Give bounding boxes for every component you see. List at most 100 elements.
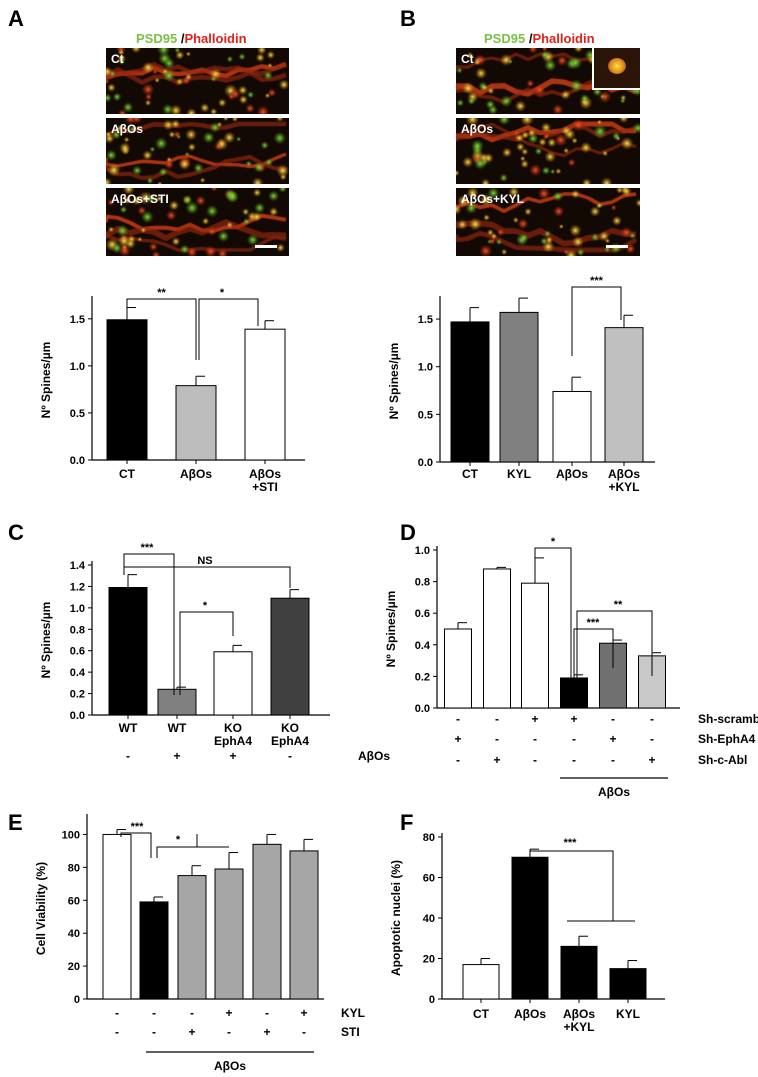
- inset-zoom: [592, 48, 640, 90]
- condition-label: KYL: [341, 1006, 365, 1020]
- condition-sign: -: [227, 1025, 231, 1039]
- y-axis-label: Nº Spines/µm: [39, 342, 53, 419]
- significance-label: ***: [587, 617, 601, 629]
- header-phalloidin: Phalloidin: [532, 31, 595, 46]
- y-tick-label: 0.0: [418, 457, 433, 469]
- micro-strip-a-ct: Ct: [106, 48, 289, 114]
- condition-sign: -: [115, 1006, 119, 1020]
- bar: [604, 327, 644, 463]
- significance-label: **: [157, 287, 166, 299]
- significance-bracket: [156, 834, 229, 858]
- header-sep: /: [525, 31, 533, 46]
- group-label: AβOs: [598, 785, 630, 799]
- significance-label: *: [551, 536, 556, 548]
- significance-bracket: [179, 611, 234, 695]
- y-tick-label: 0.0: [70, 455, 85, 467]
- condition-sign: +: [609, 732, 616, 746]
- condition-sign: -: [152, 1006, 156, 1020]
- panel-letter-e: E: [8, 810, 23, 835]
- strip-label: AβOs+KYL: [461, 192, 525, 206]
- micro-strip-b-abos: AβOs: [456, 118, 640, 184]
- significance-bracket: [573, 628, 614, 685]
- condition-sign: -: [456, 712, 460, 726]
- header-psd95: PSD95: [484, 31, 526, 46]
- category-label: AβOs +STI: [249, 467, 281, 494]
- y-tick-label: 0.6: [415, 608, 430, 620]
- header-sep: /: [177, 31, 185, 46]
- bar: [450, 321, 490, 463]
- category-label: KYL: [616, 1007, 640, 1021]
- condition-label: STI: [341, 1025, 360, 1039]
- chart-f: 0 20 40 60 80 Apoptotic nuclei (%) CT AβOs AβOs +…: [389, 832, 665, 1034]
- condition-sign: -: [572, 732, 576, 746]
- y-tick-label: 80: [423, 832, 435, 844]
- significance-label: *: [176, 834, 181, 846]
- significance-bracket: [120, 832, 152, 858]
- category-label: AβOs +KYL: [608, 467, 640, 494]
- strip-label: Ct: [111, 52, 124, 66]
- y-tick-label: 1.5: [418, 314, 433, 326]
- bar: [177, 875, 207, 1000]
- bar: [244, 328, 286, 461]
- y-tick-label: 1.0: [70, 603, 85, 615]
- condition-sign: -: [611, 753, 615, 767]
- condition-label: AβOs: [358, 749, 390, 763]
- significance-label: **: [614, 599, 623, 611]
- condition-label: Sh-EphA4: [698, 732, 756, 746]
- strip-label: Ct: [461, 52, 474, 66]
- condition-sign: +: [229, 749, 236, 763]
- significance-label: ***: [590, 275, 604, 287]
- panel-letter-d: D: [400, 520, 416, 545]
- bar: [102, 833, 132, 1000]
- condition-sign: -: [495, 712, 499, 726]
- bar: [270, 597, 310, 716]
- y-axis-label: Nº Spines/µm: [384, 591, 398, 668]
- category-label: AβOs: [180, 467, 212, 481]
- bar: [175, 385, 217, 461]
- bar: [462, 964, 500, 1000]
- significance-bracket: [198, 298, 259, 360]
- significance-label: ***: [141, 542, 155, 554]
- significance-bracket: [123, 553, 175, 695]
- y-tick-label: 0: [429, 994, 435, 1006]
- y-tick-label: 1.0: [70, 361, 85, 373]
- y-tick-label: 1.4: [70, 560, 86, 572]
- condition-sign: -: [126, 749, 130, 763]
- category-label: CT: [462, 467, 479, 481]
- bar: [289, 850, 319, 1000]
- scale-bar: [255, 245, 277, 248]
- category-label: KO EphA4: [214, 721, 252, 748]
- group-label: AβOs: [214, 1059, 246, 1073]
- bar: [157, 688, 197, 716]
- condition-sign: +: [570, 712, 577, 726]
- y-tick-label: 0.4: [70, 667, 86, 679]
- chart-d: 0.0 0.2 0.4 0.6 0.8 1.0 Nº Spines/µm - - + + - - Sh-s…: [384, 536, 758, 799]
- significance-bracket: [571, 286, 622, 356]
- y-tick-label: 0.8: [70, 624, 85, 636]
- condition-sign: -: [572, 753, 576, 767]
- micro-strip-b-kyl: AβOs+KYL: [456, 188, 640, 256]
- panel-letter-c: C: [8, 520, 24, 545]
- condition-label: Sh-c-Abl: [698, 753, 747, 767]
- y-tick-label: 0.0: [415, 703, 430, 715]
- condition-sign: +: [300, 1006, 307, 1020]
- bar: [560, 945, 598, 1000]
- strip-label: AβOs+STI: [111, 192, 169, 206]
- y-tick-label: 0: [74, 994, 80, 1006]
- micro-strip-b-ct: Ct: [456, 48, 640, 114]
- bar: [444, 628, 472, 709]
- condition-sign: +: [188, 1025, 195, 1039]
- condition-sign: -: [288, 749, 292, 763]
- category-label: CT: [473, 1007, 490, 1021]
- category-label: AβOs: [556, 467, 588, 481]
- y-tick-label: 0.2: [70, 689, 85, 701]
- condition-sign: -: [115, 1025, 119, 1039]
- micro-strip-a-sti: AβOs+STI: [106, 188, 289, 256]
- chart-e: 0 20 40 60 80 100 Cell Viability (%) - - - + - + KYL -…: [34, 814, 365, 1073]
- bar: [499, 311, 539, 463]
- bar: [252, 843, 282, 1000]
- bar: [521, 582, 549, 709]
- y-tick-label: 1.5: [70, 314, 85, 326]
- significance-label: NS: [197, 555, 212, 567]
